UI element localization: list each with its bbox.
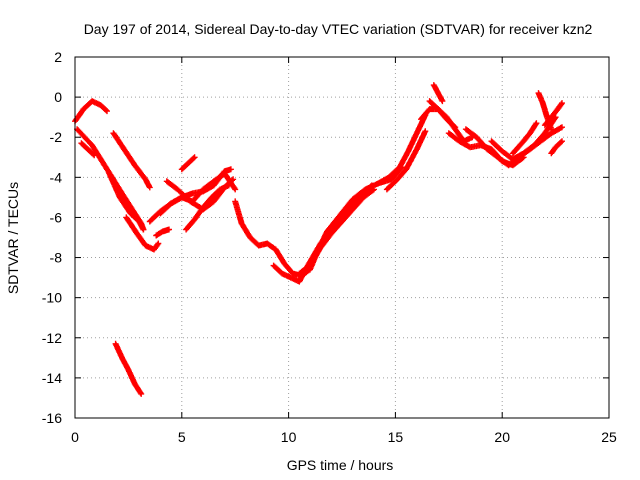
x-tick-label: 20 — [494, 429, 510, 445]
x-tick-label: 5 — [178, 429, 186, 445]
plus-markers — [106, 170, 147, 233]
series-track-6 — [123, 214, 162, 253]
plus-markers — [430, 82, 446, 105]
grid — [75, 57, 609, 418]
x-tick-label: 0 — [71, 429, 79, 445]
series-track-4 — [106, 170, 147, 233]
series-track-8 — [112, 340, 145, 397]
series-track-27 — [541, 100, 565, 129]
y-tick-label: -8 — [50, 250, 63, 266]
plus-markers — [157, 170, 239, 217]
series-track-28 — [548, 138, 565, 157]
plot-frame — [74, 56, 610, 419]
x-tick-label: 15 — [388, 429, 404, 445]
plus-markers — [541, 100, 565, 129]
plus-markers — [153, 226, 172, 239]
y-tick-label: -14 — [42, 370, 62, 386]
x-tick-label: 10 — [281, 429, 297, 445]
series-track-3 — [78, 140, 98, 159]
y-tick-label: -12 — [42, 330, 62, 346]
series-track-7 — [153, 226, 172, 239]
y-axis-label: SDTVAR / TECUs — [5, 182, 21, 294]
axis-ticks: 0 5 10 15 20 25 -16 -14 -12 -10 -8 -6 -4 -2 0 2 — [42, 49, 617, 445]
plus-markers — [72, 98, 110, 125]
series-track-17 — [375, 112, 429, 187]
series-track-10 — [157, 170, 239, 217]
plus-markers — [548, 138, 565, 157]
data-points — [72, 82, 565, 397]
series-track-21 — [430, 82, 446, 105]
plus-markers — [112, 340, 145, 397]
plus-markers — [426, 98, 459, 131]
plus-markers — [110, 130, 153, 191]
series-track-13 — [183, 182, 232, 233]
plus-markers — [509, 120, 540, 157]
series-track-19 — [418, 106, 476, 145]
plus-markers — [183, 182, 232, 233]
y-tick-label: -10 — [42, 290, 62, 306]
y-tick-label: -2 — [50, 129, 63, 145]
series-track-25 — [509, 120, 540, 157]
x-axis-label: GPS time / hours — [287, 457, 394, 473]
series-track-5 — [110, 130, 153, 191]
plus-markers — [296, 186, 377, 277]
y-tick-label: 0 — [54, 89, 62, 105]
plus-markers — [178, 154, 198, 173]
series-track-18 — [383, 128, 429, 193]
series-track-16 — [296, 186, 377, 277]
x-tick-label: 25 — [601, 429, 617, 445]
series-track-20 — [426, 98, 459, 131]
plus-markers — [123, 214, 162, 253]
plus-markers — [418, 106, 476, 145]
plus-markers — [383, 128, 429, 193]
chart-title: Day 197 of 2014, Sidereal Day-to-day VTE… — [84, 21, 593, 37]
y-tick-label: -4 — [50, 169, 63, 185]
series-track-1 — [72, 98, 110, 125]
series-track-12 — [178, 154, 198, 173]
plus-markers — [375, 112, 429, 187]
plus-markers — [78, 140, 98, 159]
y-tick-label: 2 — [54, 49, 62, 65]
y-tick-label: -6 — [50, 209, 63, 225]
y-tick-label: -16 — [42, 410, 62, 426]
